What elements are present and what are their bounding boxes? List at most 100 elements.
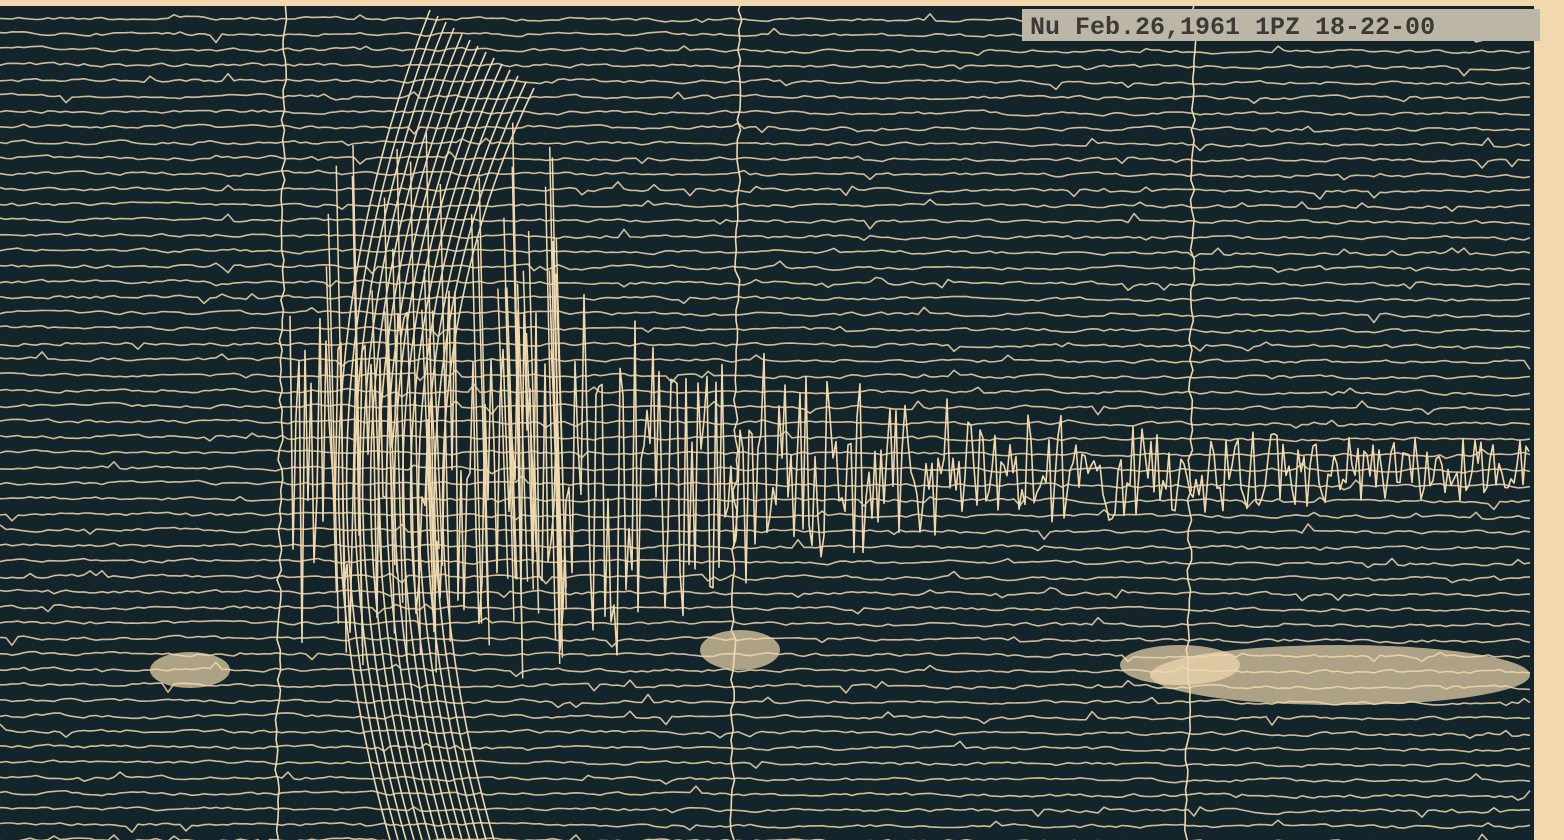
burst-spike — [551, 240, 564, 608]
burst-spike — [352, 145, 364, 665]
burst-arc — [393, 51, 487, 840]
burst-arc — [433, 81, 527, 840]
trace-line — [0, 151, 1530, 169]
trace-line — [0, 181, 1531, 200]
burst-spike — [396, 149, 408, 663]
burst-spike — [423, 269, 436, 591]
trace-line — [0, 276, 1531, 291]
burst-spike — [409, 161, 422, 656]
burst-spike — [386, 298, 398, 573]
trace-line — [0, 306, 1531, 324]
burst-arc — [377, 39, 471, 840]
trace-line — [0, 169, 1531, 181]
trace-line — [0, 212, 1531, 230]
burst-spike — [506, 287, 518, 580]
time-marks — [274, 0, 1198, 840]
burst-spike — [555, 237, 568, 610]
burst-arc — [345, 15, 439, 840]
burst-spike — [431, 310, 444, 566]
trace-line — [0, 109, 1531, 117]
burst-spike — [371, 290, 383, 578]
burst-spike — [478, 177, 490, 646]
trace-line — [0, 137, 1531, 152]
burst-arc — [385, 45, 479, 840]
trace-line — [0, 771, 1531, 785]
burst-spike — [325, 266, 338, 593]
burst-spike — [548, 146, 561, 664]
event-trace — [289, 290, 1530, 656]
trace-line — [0, 260, 1531, 275]
burst-spike — [503, 217, 515, 622]
burst-arc — [441, 87, 535, 840]
smudge — [1150, 645, 1530, 705]
burst-spike — [511, 166, 524, 653]
trace-line — [0, 603, 1531, 615]
label-box — [1022, 9, 1540, 41]
trace-line — [0, 805, 1531, 818]
burst-spike — [327, 213, 340, 624]
burst-arc — [361, 27, 455, 840]
burst-arc — [337, 9, 431, 840]
burst-spike — [439, 184, 452, 642]
trace-line — [0, 325, 1531, 338]
burst-spike — [425, 132, 438, 673]
burst-spike — [548, 270, 561, 590]
time-mark — [729, 0, 743, 840]
burst-spike — [525, 332, 538, 553]
trace-line — [0, 475, 1531, 491]
trace-line — [0, 293, 1531, 305]
burst-arc — [369, 33, 463, 840]
record-label: Nu Feb.26,1961 1PZ 18-22-00 — [1030, 13, 1435, 42]
record-background — [0, 6, 1534, 840]
trace-line — [0, 740, 1531, 753]
burst-spike — [497, 288, 509, 579]
smudge — [1120, 645, 1240, 685]
trace-line — [0, 228, 1531, 241]
trace-line — [0, 45, 1531, 57]
trace-line — [0, 351, 1531, 370]
trace-line — [0, 616, 1531, 629]
burst-arc — [417, 69, 511, 840]
burst-spike — [421, 309, 433, 567]
burst-spike — [383, 197, 396, 634]
burst-arc — [353, 21, 447, 840]
trace-line — [0, 495, 1531, 511]
trace-line — [0, 509, 1531, 522]
trace-line — [0, 72, 1531, 91]
burst-arc — [425, 75, 519, 840]
smudge — [150, 652, 230, 688]
trace-line — [0, 122, 1531, 135]
trace-line — [0, 586, 1531, 602]
trace-line — [0, 570, 1531, 585]
burst-spike — [544, 186, 557, 641]
trace-line — [0, 819, 1531, 833]
trace-line — [0, 523, 1531, 540]
burst-arc — [401, 57, 495, 840]
burst-spike — [477, 239, 489, 609]
trace-line — [0, 341, 1531, 353]
trace-line — [0, 710, 1531, 726]
burst-spike — [391, 248, 404, 603]
burst-arc — [409, 63, 503, 840]
trace-line — [0, 198, 1531, 212]
time-mark — [1184, 0, 1198, 840]
trace-line — [0, 91, 1531, 104]
burst-spike — [470, 214, 483, 624]
trace-line — [0, 538, 1531, 552]
burst-spike — [335, 165, 348, 653]
trace-line — [0, 61, 1531, 77]
trace-line — [0, 759, 1531, 769]
trace-line — [0, 723, 1531, 739]
trace-line — [0, 785, 1531, 801]
trace-line — [0, 693, 1531, 709]
trace-line — [0, 461, 1531, 475]
trace-line — [0, 557, 1531, 569]
smudge — [700, 630, 780, 670]
burst — [150, 9, 1530, 840]
burst-spike — [516, 283, 529, 582]
burst-spike — [504, 288, 517, 579]
burst-spike — [522, 270, 535, 590]
trace-line — [0, 247, 1531, 259]
